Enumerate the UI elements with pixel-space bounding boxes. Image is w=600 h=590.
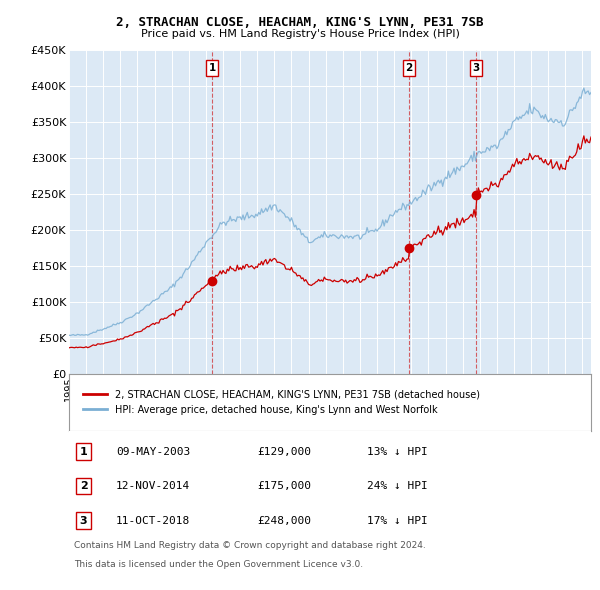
- Text: 24% ↓ HPI: 24% ↓ HPI: [367, 481, 427, 491]
- Text: 13% ↓ HPI: 13% ↓ HPI: [367, 447, 427, 457]
- Legend: 2, STRACHAN CLOSE, HEACHAM, KING'S LYNN, PE31 7SB (detached house), HPI: Average: 2, STRACHAN CLOSE, HEACHAM, KING'S LYNN,…: [79, 386, 484, 418]
- Text: 11-OCT-2018: 11-OCT-2018: [116, 516, 190, 526]
- Text: 1: 1: [80, 447, 88, 457]
- Text: 2, STRACHAN CLOSE, HEACHAM, KING'S LYNN, PE31 7SB: 2, STRACHAN CLOSE, HEACHAM, KING'S LYNN,…: [116, 16, 484, 29]
- Text: 1: 1: [209, 63, 216, 73]
- Text: 09-MAY-2003: 09-MAY-2003: [116, 447, 190, 457]
- Text: £248,000: £248,000: [257, 516, 311, 526]
- Text: 17% ↓ HPI: 17% ↓ HPI: [367, 516, 427, 526]
- Text: 2: 2: [406, 63, 413, 73]
- Text: 12-NOV-2014: 12-NOV-2014: [116, 481, 190, 491]
- Text: Price paid vs. HM Land Registry's House Price Index (HPI): Price paid vs. HM Land Registry's House …: [140, 30, 460, 39]
- Text: 3: 3: [473, 63, 480, 73]
- Text: Contains HM Land Registry data © Crown copyright and database right 2024.: Contains HM Land Registry data © Crown c…: [74, 541, 426, 550]
- Text: £129,000: £129,000: [257, 447, 311, 457]
- Text: 2: 2: [80, 481, 88, 491]
- Text: This data is licensed under the Open Government Licence v3.0.: This data is licensed under the Open Gov…: [74, 560, 364, 569]
- Text: £175,000: £175,000: [257, 481, 311, 491]
- Text: 3: 3: [80, 516, 88, 526]
